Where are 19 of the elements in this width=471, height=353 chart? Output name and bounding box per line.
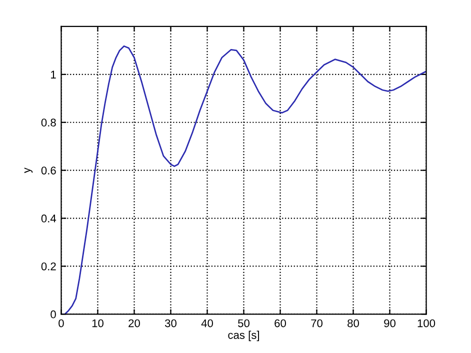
y-tick-label: 0 [50,310,56,318]
x-tick-label: 60 [274,319,286,328]
x-tick-label: 100 [418,319,436,328]
x-tick-label: 70 [311,319,322,328]
x-tick-label: 20 [128,319,140,328]
y-axis-title: y [24,168,33,174]
y-tick-label: 0.8 [41,118,56,127]
y-tick-label: 0.6 [41,166,56,174]
x-tick-label: 30 [164,319,176,328]
x-axis-title: cas [s] [228,330,260,342]
y-tick-label: 0.4 [41,214,56,222]
x-tick-label: 40 [201,319,213,328]
x-tick-label: 0 [58,319,64,328]
x-tick-label: 80 [348,319,359,328]
x-tick-label: 90 [384,319,396,328]
y-tick-label: 0.2 [41,262,56,270]
x-tick-label: 10 [92,319,104,328]
x-tick-label: 50 [238,319,250,328]
y-tick-label: 1 [51,70,56,78]
